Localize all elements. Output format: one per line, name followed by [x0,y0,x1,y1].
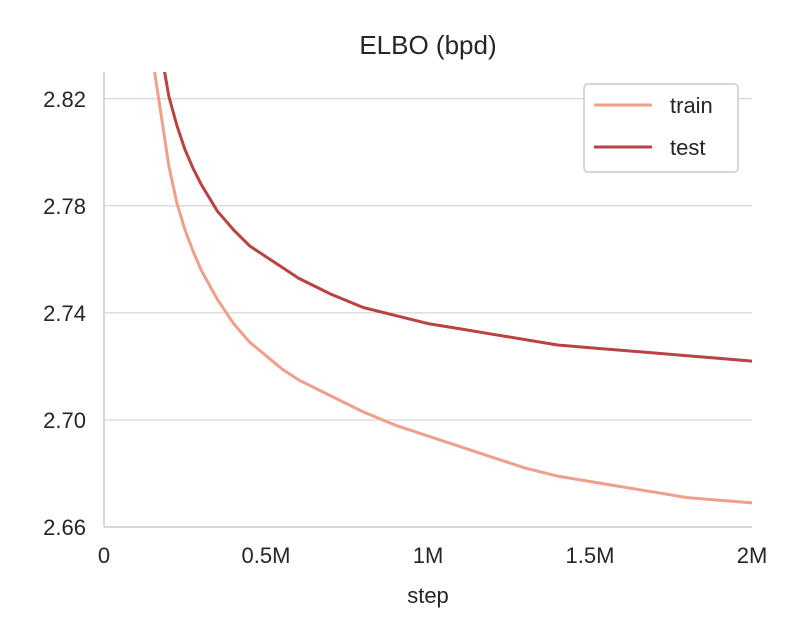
series-lines [153,72,752,505]
legend-label-train: train [670,93,713,118]
series-line-test [163,72,752,363]
series-line-train [153,72,752,505]
y-tick-label: 2.82 [43,87,86,112]
x-tick-label: 1M [413,543,444,568]
legend: train test [583,83,739,173]
x-axis-title: step [407,583,449,608]
y-tick-label: 2.74 [43,301,86,326]
y-tick-label: 2.78 [43,194,86,219]
x-tick-label: 2M [737,543,768,568]
x-axis-ticks: 0 0.5M 1M 1.5M 2M [98,543,767,568]
legend-label-test: test [670,135,705,160]
legend-box [583,83,739,173]
axes [103,72,752,528]
chart-title: ELBO (bpd) [359,30,496,60]
x-tick-label: 0 [98,543,110,568]
y-tick-label: 2.70 [43,408,86,433]
y-axis-ticks: 2.66 2.70 2.74 2.78 2.82 [43,87,86,540]
y-tick-label: 2.66 [43,515,86,540]
x-tick-label: 0.5M [242,543,291,568]
x-tick-label: 1.5M [566,543,615,568]
